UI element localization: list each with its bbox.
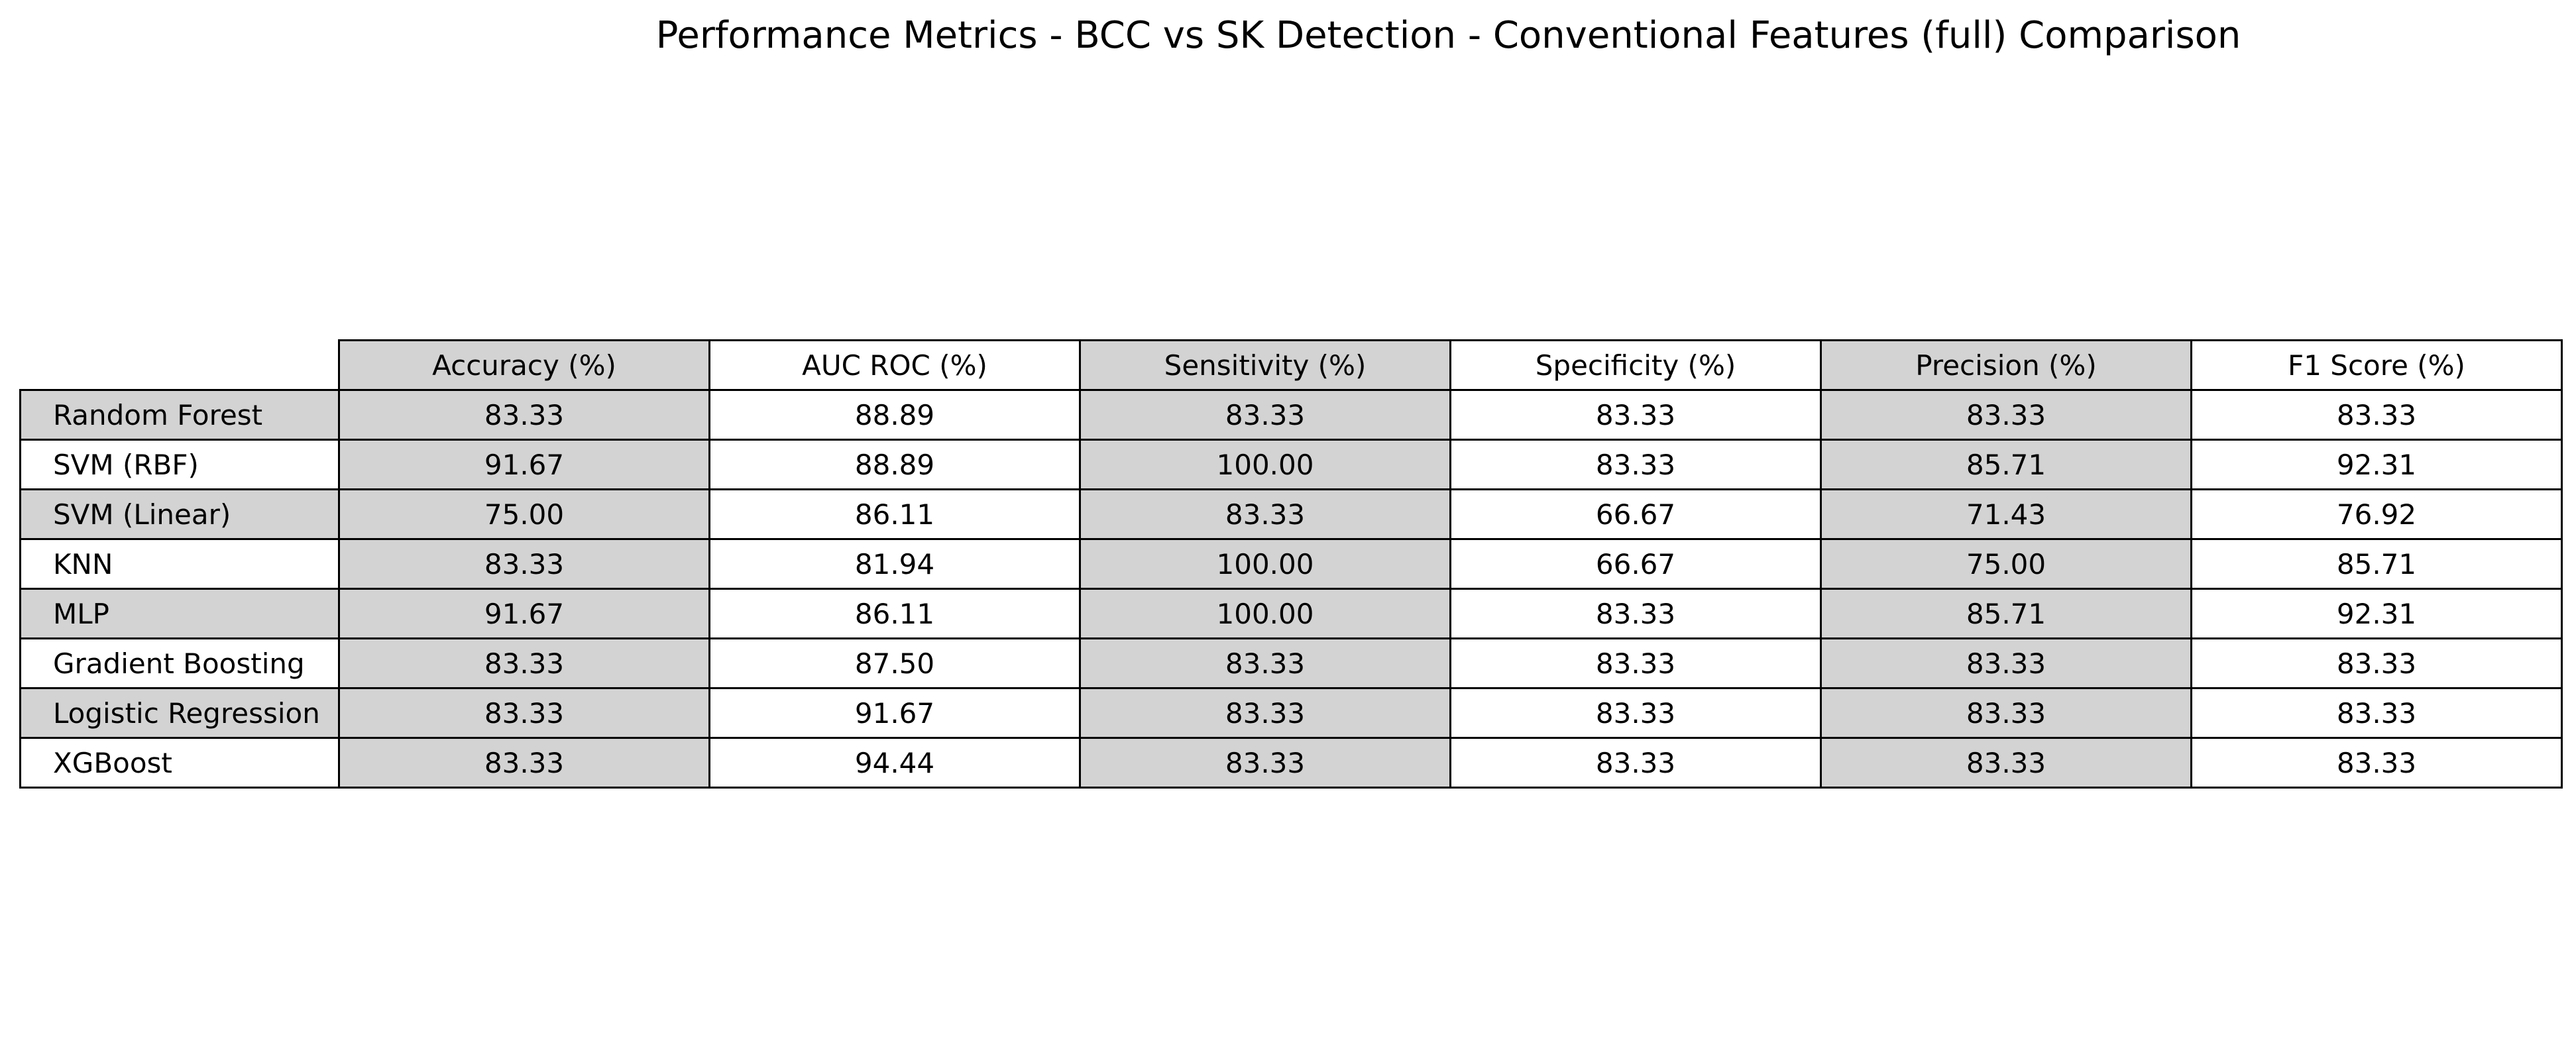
- column-header: Precision (%): [1820, 339, 2192, 391]
- table-cell: 83.33: [2190, 389, 2563, 441]
- table-cell: 83.33: [1449, 588, 1822, 639]
- column-header: F1 Score (%): [2190, 339, 2563, 391]
- table-cell: 83.33: [1820, 737, 2192, 789]
- table-cell: 75.00: [338, 488, 710, 540]
- table-cell: 83.33: [1820, 637, 2192, 689]
- table-cell: 92.31: [2190, 439, 2563, 490]
- table-cell: 83.33: [2190, 637, 2563, 689]
- table-cell: 83.33: [1079, 687, 1451, 739]
- table-corner-cell: [21, 341, 339, 390]
- table-cell: 83.33: [1449, 637, 1822, 689]
- table-cell: 83.33: [1079, 488, 1451, 540]
- table-cell: 91.67: [338, 588, 710, 639]
- table-cell: 83.33: [338, 389, 710, 441]
- row-header: XGBoost: [19, 737, 340, 789]
- row-header: KNN: [19, 538, 340, 590]
- table-row: Logistic Regression 83.33 91.67 83.33 83.33 8…: [19, 687, 2563, 739]
- row-header: MLP: [19, 588, 340, 639]
- table-cell: 86.11: [708, 488, 1081, 540]
- table-cell: 100.00: [1079, 588, 1451, 639]
- column-header: AUC ROC (%): [708, 339, 1081, 391]
- table-row: SVM (Linear) 75.00 86.11 83.33 66.67 71.43 76.…: [19, 488, 2563, 540]
- column-header: Accuracy (%): [338, 339, 710, 391]
- table-cell: 83.33: [338, 737, 710, 789]
- table-row: Gradient Boosting 83.33 87.50 83.33 83.33 83.…: [19, 637, 2563, 689]
- table-cell: 83.33: [338, 687, 710, 739]
- chart-title: Performance Metrics - BCC vs SK Detectio…: [655, 14, 2241, 57]
- row-header: Random Forest: [19, 389, 340, 441]
- table-cell: 83.33: [2190, 687, 2563, 739]
- row-header: SVM (RBF): [19, 439, 340, 490]
- table-cell: 88.89: [708, 389, 1081, 441]
- table-cell: 71.43: [1820, 488, 2192, 540]
- table-cell: 85.71: [1820, 588, 2192, 639]
- table-cell: 100.00: [1079, 439, 1451, 490]
- table-cell: 83.33: [1820, 389, 2192, 441]
- table-row: KNN 83.33 81.94 100.00 66.67 75.00 85.71: [19, 538, 2563, 590]
- table-cell: 85.71: [2190, 538, 2563, 590]
- row-header: Logistic Regression: [19, 687, 340, 739]
- table-cell: 85.71: [1820, 439, 2192, 490]
- column-header: Sensitivity (%): [1079, 339, 1451, 391]
- table-row: MLP 91.67 86.11 100.00 83.33 85.71 92.31: [19, 588, 2563, 639]
- table-cell: 100.00: [1079, 538, 1451, 590]
- table-cell: 81.94: [708, 538, 1081, 590]
- table-cell: 83.33: [1079, 737, 1451, 789]
- table-cell: 83.33: [1449, 737, 1822, 789]
- table-cell: 94.44: [708, 737, 1081, 789]
- table-cell: 91.67: [708, 687, 1081, 739]
- table-cell: 86.11: [708, 588, 1081, 639]
- table-cell: 83.33: [1820, 687, 2192, 739]
- table-row: SVM (RBF) 91.67 88.89 100.00 83.33 85.71 92.31: [19, 439, 2563, 490]
- table-cell: 66.67: [1449, 488, 1822, 540]
- table-cell: 83.33: [1079, 637, 1451, 689]
- table-row: Random Forest 83.33 88.89 83.33 83.33 83.33 83…: [19, 389, 2563, 441]
- table-cell: 83.33: [338, 637, 710, 689]
- table-cell: 87.50: [708, 637, 1081, 689]
- table-cell: 83.33: [338, 538, 710, 590]
- table-row: XGBoost 83.33 94.44 83.33 83.33 83.33 83.33: [19, 737, 2563, 789]
- metrics-table: Accuracy (%) AUC ROC (%) Sensitivity (%) Sp…: [19, 339, 2563, 789]
- table-cell: 83.33: [1079, 389, 1451, 441]
- table-cell: 83.33: [1449, 389, 1822, 441]
- table-header-row: Accuracy (%) AUC ROC (%) Sensitivity (%) Sp…: [21, 339, 2563, 391]
- row-header: Gradient Boosting: [19, 637, 340, 689]
- row-header: SVM (Linear): [19, 488, 340, 540]
- table-cell: 83.33: [1449, 439, 1822, 490]
- table-cell: 91.67: [338, 439, 710, 490]
- column-header: Specificity (%): [1449, 339, 1822, 391]
- table-cell: 75.00: [1820, 538, 2192, 590]
- table-cell: 88.89: [708, 439, 1081, 490]
- table-body: Random Forest 83.33 88.89 83.33 83.33 83.33 83…: [19, 389, 2563, 789]
- table-cell: 83.33: [2190, 737, 2563, 789]
- table-cell: 92.31: [2190, 588, 2563, 639]
- table-cell: 76.92: [2190, 488, 2563, 540]
- table-cell: 66.67: [1449, 538, 1822, 590]
- table-cell: 83.33: [1449, 687, 1822, 739]
